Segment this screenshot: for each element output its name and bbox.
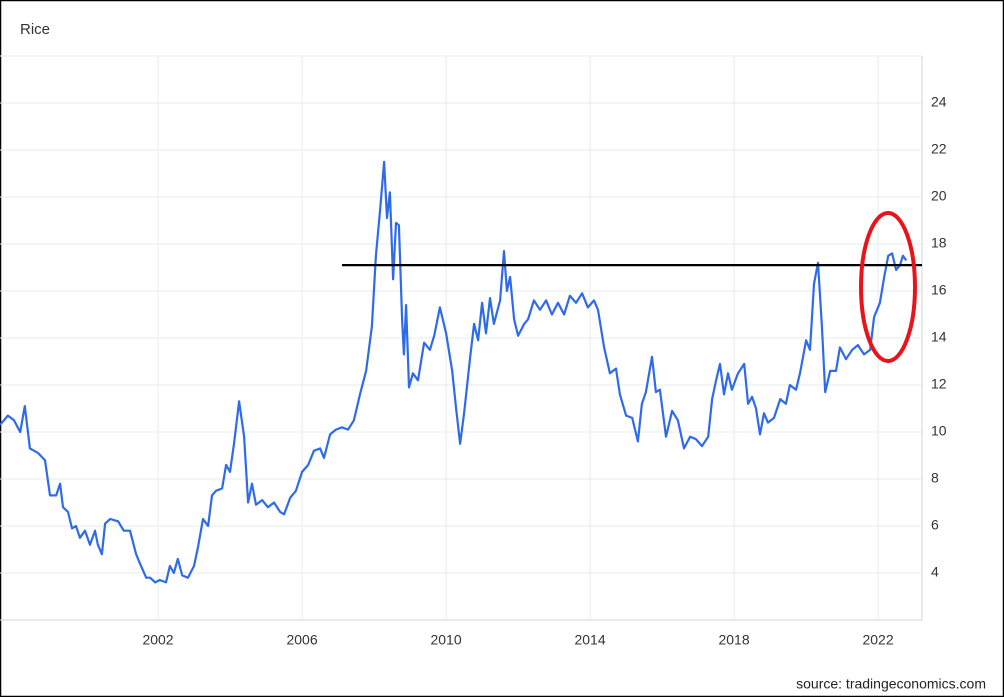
y-tick-label: 22 [931, 141, 947, 157]
x-tick-label: 2006 [286, 632, 317, 648]
y-tick-label: 18 [931, 235, 947, 251]
x-tick-label: 2022 [862, 632, 893, 648]
y-tick-label: 16 [931, 282, 947, 298]
y-tick-label: 24 [931, 94, 947, 110]
price-line [0, 160, 908, 584]
y-tick-label: 4 [931, 564, 939, 580]
x-tick-label: 2014 [574, 632, 605, 648]
chart-title: Rice [20, 21, 50, 38]
source-note: source: tradingeconomics.com [796, 676, 986, 692]
x-tick-label: 2018 [718, 632, 749, 648]
y-tick-label: 8 [931, 470, 939, 486]
highlight-ellipse [859, 211, 917, 363]
y-tick-label: 6 [931, 517, 939, 533]
y-tick-label: 12 [931, 376, 947, 392]
x-tick-label: 2002 [142, 632, 173, 648]
y-tick-label: 10 [931, 423, 947, 439]
x-tick-label: 2010 [430, 632, 461, 648]
y-tick-label: 14 [931, 329, 947, 345]
y-tick-label: 20 [931, 188, 947, 204]
